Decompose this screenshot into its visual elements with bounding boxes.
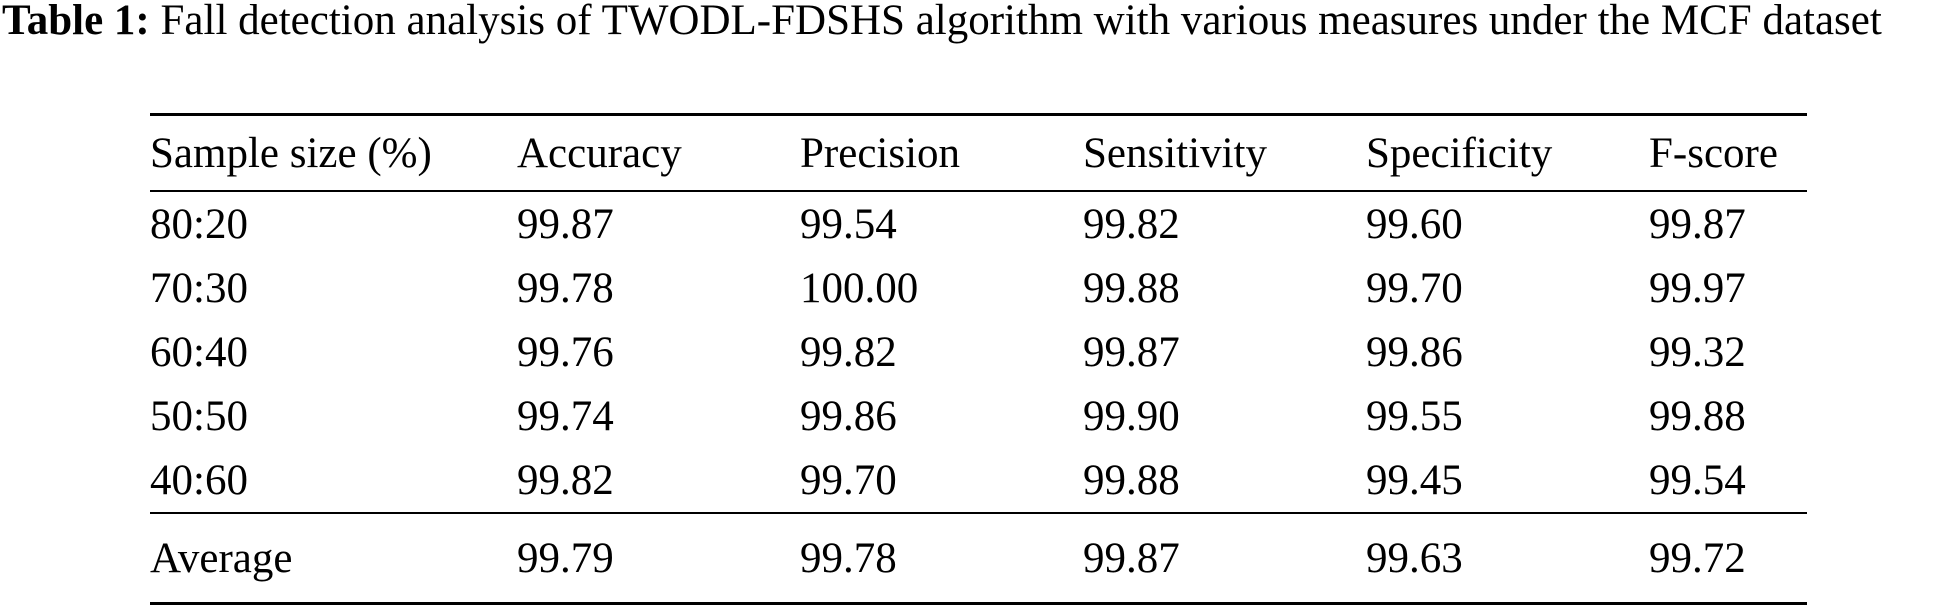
table-row: 40:60 99.82 99.70 99.88 99.45 99.54 — [150, 448, 1807, 514]
cell-accuracy: 99.74 — [517, 392, 614, 440]
table-row: 80:20 99.87 99.54 99.82 99.60 99.87 — [150, 191, 1807, 256]
cell-f-score: 99.88 — [1649, 392, 1746, 440]
cell-precision: 99.54 — [800, 200, 897, 248]
cell-average-label: Average — [150, 513, 517, 605]
cell-sensitivity: 99.87 — [1083, 328, 1180, 376]
cell-accuracy: 99.87 — [517, 200, 614, 248]
cell-precision: 100.00 — [800, 264, 919, 312]
cell-precision: 99.82 — [800, 328, 897, 376]
table-row: 60:40 99.76 99.82 99.87 99.86 99.32 — [150, 320, 1807, 384]
cell-sensitivity: 99.90 — [1083, 392, 1180, 440]
caption-label: Table 1: — [2, 0, 150, 44]
cell-precision: 99.86 — [800, 392, 897, 440]
cell-accuracy: 99.78 — [517, 264, 614, 312]
cell-f-score: 99.97 — [1649, 264, 1746, 312]
cell-average-sensitivity: 99.87 — [1083, 513, 1366, 605]
cell-precision: 99.70 — [800, 448, 1083, 514]
cell-sample-size: 70:30 — [150, 264, 248, 312]
cell-sensitivity: 99.88 — [1083, 448, 1366, 514]
cell-sensitivity: 99.82 — [1083, 200, 1180, 248]
column-header-specificity: Specificity — [1366, 113, 1649, 192]
cell-specificity: 99.60 — [1366, 200, 1463, 248]
cell-sample-size: 40:60 — [150, 448, 517, 514]
cell-average-f-score: 99.72 — [1649, 513, 1807, 605]
table-row: 70:30 99.78 100.00 99.88 99.70 99.97 — [150, 256, 1807, 320]
cell-f-score: 99.87 — [1649, 200, 1746, 248]
cell-f-score: 99.32 — [1649, 328, 1746, 376]
cell-specificity: 99.55 — [1366, 392, 1463, 440]
cell-accuracy: 99.82 — [517, 448, 800, 514]
cell-average-specificity: 99.63 — [1366, 513, 1649, 605]
cell-average-precision: 99.78 — [800, 513, 1083, 605]
column-header-sample-size: Sample size (%) — [150, 113, 517, 192]
header-row: Sample size (%) Accuracy Precision Sensi… — [150, 113, 1807, 192]
cell-sensitivity: 99.88 — [1083, 264, 1180, 312]
cell-specificity: 99.86 — [1366, 328, 1463, 376]
cell-specificity: 99.70 — [1366, 264, 1463, 312]
cell-accuracy: 99.76 — [517, 328, 614, 376]
column-header-precision: Precision — [800, 113, 1083, 192]
column-header-sensitivity: Sensitivity — [1083, 113, 1366, 192]
cell-specificity: 99.45 — [1366, 448, 1649, 514]
column-header-accuracy: Accuracy — [517, 113, 800, 192]
cell-sample-size: 50:50 — [150, 392, 248, 440]
cell-f-score: 99.54 — [1649, 448, 1807, 514]
results-table: Sample size (%) Accuracy Precision Sensi… — [150, 113, 1807, 605]
table-row: 50:50 99.74 99.86 99.90 99.55 99.88 — [150, 384, 1807, 448]
cell-sample-size: 60:40 — [150, 328, 248, 376]
table-caption: Table 1: Fall detection analysis of TWOD… — [2, 0, 1948, 46]
average-row: Average 99.79 99.78 99.87 99.63 99.72 — [150, 513, 1807, 605]
column-header-f-score: F-score — [1649, 113, 1807, 192]
cell-sample-size: 80:20 — [150, 200, 248, 248]
caption-text: Fall detection analysis of TWODL-FDSHS a… — [160, 0, 1882, 44]
cell-average-accuracy: 99.79 — [517, 513, 800, 605]
